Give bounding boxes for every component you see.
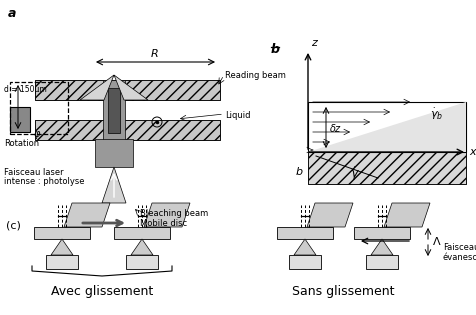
Text: z: z xyxy=(310,38,316,48)
Text: Bleaching beam: Bleaching beam xyxy=(140,209,208,217)
Bar xyxy=(365,255,397,269)
Bar xyxy=(307,102,465,152)
Polygon shape xyxy=(307,102,465,152)
Bar xyxy=(35,120,219,140)
Bar xyxy=(46,255,78,269)
Bar xyxy=(35,80,219,100)
Text: intense : photolyse: intense : photolyse xyxy=(4,177,84,186)
Polygon shape xyxy=(102,167,126,203)
Text: Rotation: Rotation xyxy=(4,139,39,147)
Polygon shape xyxy=(293,239,315,255)
Text: d = 150μm: d = 150μm xyxy=(4,85,47,94)
Text: R: R xyxy=(151,49,159,59)
Bar xyxy=(277,227,332,239)
Text: x: x xyxy=(468,147,475,157)
Text: b: b xyxy=(270,43,279,56)
Bar xyxy=(103,80,125,140)
Bar xyxy=(108,88,120,133)
Text: b: b xyxy=(295,167,302,177)
Bar xyxy=(307,152,465,184)
Text: Faisceau: Faisceau xyxy=(442,243,476,253)
Polygon shape xyxy=(80,75,114,100)
Bar xyxy=(95,139,133,167)
Text: Avec glissement: Avec glissement xyxy=(51,285,153,298)
Text: Reading beam: Reading beam xyxy=(225,71,285,79)
Polygon shape xyxy=(131,239,153,255)
Bar xyxy=(10,82,68,134)
Text: (c): (c) xyxy=(6,220,21,230)
Polygon shape xyxy=(51,239,73,255)
Text: Faisceau laser: Faisceau laser xyxy=(4,168,63,177)
Text: $\dot{\gamma}$: $\dot{\gamma}$ xyxy=(349,165,359,183)
Bar xyxy=(126,255,158,269)
Bar xyxy=(10,107,30,132)
Bar xyxy=(35,80,219,100)
Text: a: a xyxy=(8,7,16,20)
Polygon shape xyxy=(144,203,189,227)
Bar xyxy=(307,152,465,184)
Polygon shape xyxy=(370,239,392,255)
Polygon shape xyxy=(64,203,110,227)
Bar xyxy=(353,227,409,239)
Text: Liquid: Liquid xyxy=(225,111,250,119)
Bar xyxy=(114,227,169,239)
Text: $\delta z$: $\delta z$ xyxy=(328,122,342,134)
Text: $\dot{\gamma}_b$: $\dot{\gamma}_b$ xyxy=(429,106,442,122)
Bar xyxy=(288,255,320,269)
Bar xyxy=(34,227,90,239)
Polygon shape xyxy=(114,75,148,100)
Text: $\varphi$: $\varphi$ xyxy=(33,129,41,141)
Bar xyxy=(35,120,219,140)
Text: Mobile disc: Mobile disc xyxy=(140,220,187,228)
Polygon shape xyxy=(383,203,429,227)
Polygon shape xyxy=(307,203,352,227)
Text: évanescent: évanescent xyxy=(442,253,476,261)
Text: Λ: Λ xyxy=(432,237,440,247)
Text: Sans glissement: Sans glissement xyxy=(291,285,394,298)
